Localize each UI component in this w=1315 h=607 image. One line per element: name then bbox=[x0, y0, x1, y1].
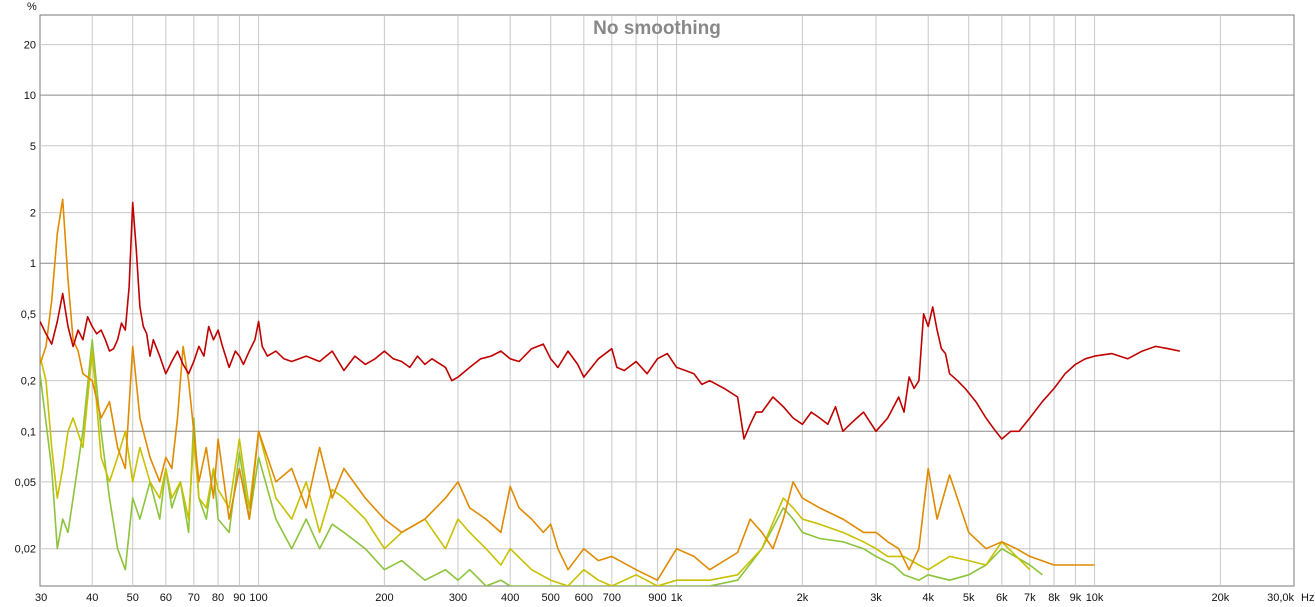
x-tick-label: 600 bbox=[575, 592, 593, 604]
series-lines bbox=[40, 198, 1181, 586]
x-tick-label: 20k bbox=[1212, 592, 1230, 604]
plot-area bbox=[39, 14, 1295, 587]
y-tick-label: 1 bbox=[30, 258, 36, 270]
x-tick-label: 60 bbox=[160, 592, 172, 604]
y-axis-tick-labels: 20 10 5 2 1 0,5 0,2 0,1 0,05 0,02 bbox=[15, 40, 36, 556]
x-tick-label: 70 bbox=[188, 592, 200, 604]
y-tick-label: 5 bbox=[30, 141, 36, 153]
x-axis-unit-label: Hz bbox=[1301, 592, 1314, 604]
x-tick-label: 3k bbox=[870, 592, 882, 604]
y-tick-label: 2 bbox=[30, 208, 36, 220]
x-tick-label: 2k bbox=[797, 592, 809, 604]
x-tick-label: 300 bbox=[449, 592, 467, 604]
series-line-2 bbox=[40, 198, 1095, 581]
x-tick-label: 30,0k bbox=[1267, 592, 1294, 604]
series-line-4 bbox=[40, 339, 1043, 586]
x-tick-label: 90 bbox=[233, 592, 245, 604]
x-tick-label: 400 bbox=[501, 592, 519, 604]
x-tick-label: 7k bbox=[1024, 592, 1036, 604]
x-tick-label: 8k bbox=[1048, 592, 1060, 604]
y-tick-label: 10 bbox=[24, 90, 36, 102]
x-tick-label: 500 bbox=[542, 592, 560, 604]
y-tick-label: 0,05 bbox=[15, 477, 36, 489]
chart-title: No smoothing bbox=[593, 18, 721, 39]
y-tick-label: 0,2 bbox=[21, 376, 36, 388]
x-tick-label: 10k bbox=[1086, 592, 1104, 604]
y-tick-label: 0,5 bbox=[21, 309, 36, 321]
gridlines bbox=[40, 15, 1294, 586]
y-tick-label: 20 bbox=[24, 40, 36, 52]
x-tick-label: 5k bbox=[963, 592, 975, 604]
y-tick-label: 0,02 bbox=[15, 544, 36, 556]
y-axis-unit-label: % bbox=[27, 1, 37, 13]
x-tick-label: 30 bbox=[35, 592, 47, 604]
x-tick-label: 900 bbox=[648, 592, 666, 604]
x-tick-label: 6k bbox=[996, 592, 1008, 604]
x-tick-label: 1k bbox=[671, 592, 683, 604]
x-tick-label: 50 bbox=[127, 592, 139, 604]
x-tick-label: 200 bbox=[375, 592, 393, 604]
x-tick-label: 40 bbox=[86, 592, 98, 604]
x-tick-label: 9k bbox=[1070, 592, 1082, 604]
x-tick-label: 700 bbox=[603, 592, 621, 604]
series-line-1 bbox=[40, 201, 1181, 440]
x-tick-label: 80 bbox=[212, 592, 224, 604]
x-axis-tick-labels: 30 40 50 60 70 80 90 100 200 300 400 500 600 700 900 1k… bbox=[35, 592, 1294, 604]
x-tick-label: 4k bbox=[922, 592, 934, 604]
x-tick-label: 100 bbox=[249, 592, 267, 604]
y-tick-label: 0,1 bbox=[21, 426, 36, 438]
